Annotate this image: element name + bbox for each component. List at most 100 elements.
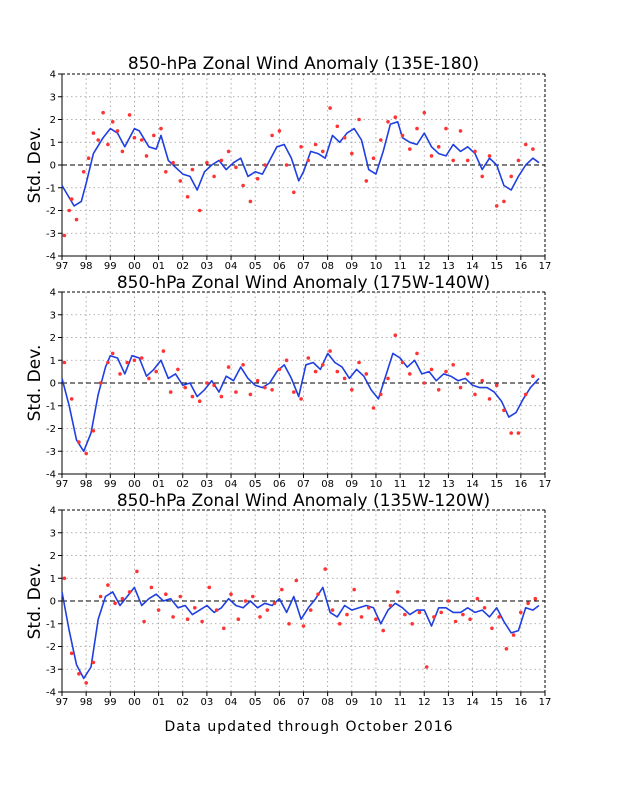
data-point [328, 349, 332, 353]
data-point [69, 397, 74, 401]
data-point [292, 390, 296, 394]
data-point [236, 617, 241, 621]
y-tick-label: -4 [46, 688, 56, 699]
data-point [308, 608, 313, 612]
data-point [272, 601, 277, 606]
x-tick-label: 06 [273, 697, 286, 708]
data-point [147, 376, 151, 381]
data-point [494, 383, 499, 388]
y-tick-label: 3 [50, 310, 56, 321]
data-point [280, 587, 284, 592]
data-point [342, 135, 347, 140]
x-tick-label: 06 [273, 479, 286, 490]
data-point [69, 197, 74, 201]
data-point [62, 576, 67, 581]
chart-panel-2: 850-hPa Zonal Wind Anomaly (175W-140W) St… [25, 273, 551, 490]
data-point [436, 388, 441, 392]
x-tick-label: 12 [418, 697, 431, 708]
data-point [110, 120, 115, 124]
data-point [516, 158, 521, 163]
x-tick-label: 13 [442, 261, 455, 272]
footer-text: Data updated through October 2016 [164, 719, 453, 735]
data-point [212, 174, 216, 179]
data-point [185, 617, 190, 621]
x-tick-label: 14 [466, 697, 479, 708]
data-point [91, 131, 96, 135]
data-point [132, 135, 137, 140]
data-point [451, 363, 456, 367]
data-point [67, 208, 71, 213]
data-point [417, 610, 422, 615]
data-point [86, 156, 91, 160]
y-tick-label: 4 [50, 288, 56, 299]
data-point [516, 431, 521, 435]
data-point [504, 647, 509, 651]
x-tick-label: 97 [56, 697, 69, 708]
x-tick-label: 05 [249, 261, 262, 272]
x-tick-label: 08 [321, 479, 334, 490]
data-point [323, 567, 328, 571]
data-point [352, 587, 357, 592]
x-tick-label: 05 [249, 479, 262, 490]
data-point [523, 392, 528, 397]
x-tick-label: 08 [321, 261, 334, 272]
data-point [197, 399, 202, 404]
y-axis-label: Std. Dev. [25, 345, 45, 422]
series-line [61, 121, 540, 207]
y-tick-label: 4 [50, 70, 56, 81]
y-tick-label: 0 [50, 379, 56, 390]
data-point [270, 388, 274, 392]
y-tick-label: 2 [50, 333, 56, 344]
data-point [81, 170, 86, 174]
y-tick-label: 0 [50, 161, 56, 172]
data-point [531, 147, 535, 151]
y-tick-label: -3 [46, 229, 56, 240]
data-point [171, 615, 175, 619]
data-point [306, 158, 311, 163]
data-point [444, 369, 448, 374]
data-point [350, 388, 354, 392]
x-tick-label: 09 [345, 697, 358, 708]
data-point [132, 358, 137, 363]
data-point [161, 349, 166, 353]
data-point [424, 665, 429, 669]
data-point [135, 569, 139, 574]
data-point [84, 681, 88, 685]
data-point [523, 142, 528, 147]
data-point [364, 372, 369, 376]
data-point [487, 397, 492, 401]
data-point [243, 599, 248, 603]
y-tick-label: -4 [46, 470, 56, 481]
data-point [159, 126, 163, 131]
data-point [444, 126, 448, 131]
data-point [127, 113, 132, 117]
data-point [487, 154, 492, 158]
y-tick-label: -2 [46, 206, 56, 217]
data-point [374, 617, 378, 621]
data-point [277, 129, 282, 133]
data-point [371, 406, 376, 410]
x-tick-label: 97 [56, 261, 69, 272]
x-tick-label: 00 [128, 479, 141, 490]
x-tick-label: 99 [104, 261, 117, 272]
data-point [415, 126, 419, 131]
data-point [335, 369, 340, 374]
x-tick-label: 00 [128, 697, 141, 708]
x-tick-label: 03 [201, 479, 214, 490]
data-point [388, 603, 393, 608]
data-point [465, 158, 470, 163]
y-axis-label: Std. Dev. [25, 563, 45, 640]
y-tick-label: -2 [46, 424, 56, 435]
data-point [410, 622, 415, 626]
data-point [350, 151, 354, 156]
data-point [241, 363, 245, 367]
y-tick-label: -3 [46, 665, 56, 676]
data-point [263, 163, 267, 167]
x-tick-label: 16 [514, 261, 527, 272]
data-point [91, 429, 96, 433]
chart-title: 850-hPa Zonal Wind Anomaly (135E-180) [128, 54, 479, 74]
data-point [494, 204, 499, 208]
y-tick-label: 1 [50, 356, 56, 367]
x-tick-label: 11 [394, 261, 407, 272]
